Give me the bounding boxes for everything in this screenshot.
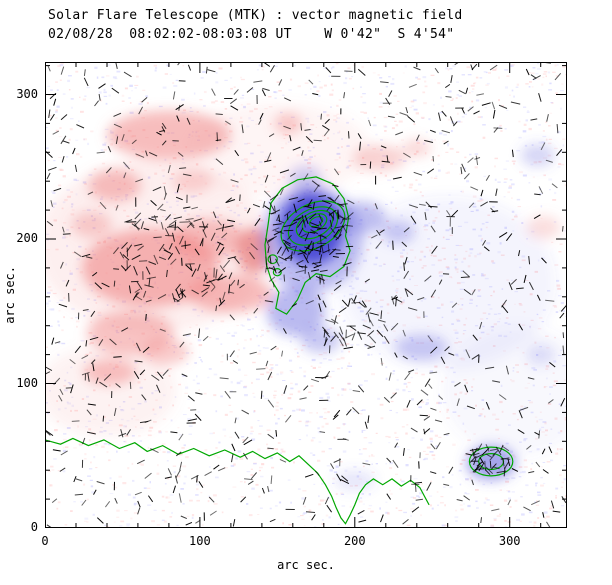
y-tick-label: 300 — [16, 86, 38, 101]
y-tick-label: 100 — [16, 375, 38, 390]
x-tick-label: 300 — [498, 534, 521, 548]
plot-frame-border — [45, 62, 567, 528]
y-axis-label-box: arc sec. — [2, 62, 18, 528]
y-axis-label: arc sec. — [3, 266, 17, 324]
vector-field-layer — [45, 62, 567, 528]
x-tick-label: 200 — [343, 534, 366, 548]
x-tick-label: 100 — [189, 534, 211, 548]
x-axis-label: arc sec. — [277, 558, 335, 572]
y-tick-label: 200 — [16, 231, 38, 245]
y-tick-label: 0 — [30, 520, 38, 534]
plot-subtitle: 02/08/28 08:02:02-08:03:08 UT W 0'42" S … — [48, 27, 455, 42]
magnetogram-plot-canvas — [45, 62, 567, 528]
plot-area — [45, 62, 567, 528]
x-tick-label: 0 — [41, 534, 49, 548]
plot-title: Solar Flare Telescope (MTK) : vector mag… — [48, 8, 463, 23]
polarity-regions-layer — [45, 103, 567, 491]
